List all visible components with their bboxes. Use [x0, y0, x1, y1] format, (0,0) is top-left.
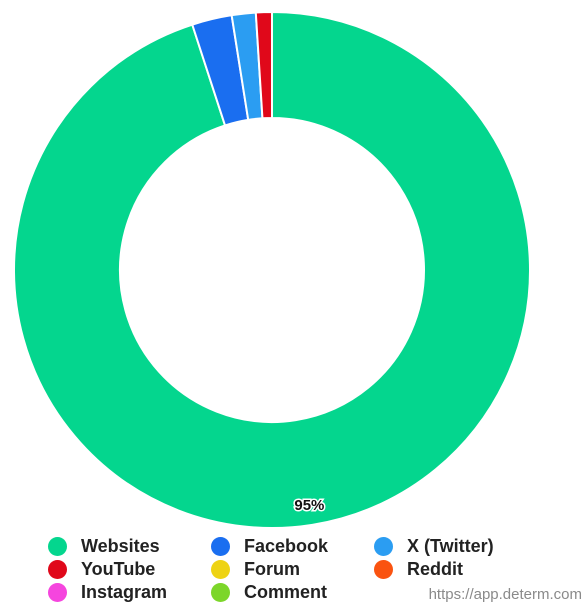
legend-item-comment[interactable]: Comment [211, 581, 327, 603]
legend-label: Facebook [244, 535, 329, 556]
legend-label: Comment [244, 581, 328, 602]
legend-item-youtube[interactable]: YouTube [48, 558, 155, 580]
legend-dot [48, 559, 67, 579]
legend: Websites Facebook X (Twitter) YouTube Fo… [0, 533, 586, 605]
legend-item-facebook[interactable]: Facebook [211, 535, 328, 557]
legend-dot [48, 582, 67, 602]
slice-labels: 95% [293, 496, 326, 516]
slice-websites[interactable] [13, 10, 531, 529]
legend-label: Websites [81, 535, 160, 556]
source-link[interactable]: https://app.determ.com [428, 586, 582, 603]
legend-item-x-twitter[interactable]: X (Twitter) [374, 535, 494, 557]
donut-slices [13, 10, 531, 529]
legend-label: YouTube [81, 558, 156, 579]
donut-chart: 95% [13, 10, 531, 529]
legend-item-reddit[interactable]: Reddit [374, 558, 463, 580]
legend-dot [48, 536, 67, 556]
legend-dot [211, 536, 230, 556]
legend-label: Instagram [81, 581, 168, 602]
legend-dot [211, 559, 230, 579]
legend-item-websites[interactable]: Websites [48, 535, 160, 557]
legend-label: X (Twitter) [407, 535, 494, 556]
legend-dot [374, 559, 393, 579]
legend-item-forum[interactable]: Forum [211, 558, 300, 580]
slice-youtube[interactable] [254, 10, 273, 120]
legend-label: Forum [244, 558, 300, 579]
legend-label: Reddit [407, 558, 463, 579]
data-label: 95% [294, 497, 324, 514]
legend-dot [374, 536, 393, 556]
legend-dot [211, 582, 230, 602]
legend-item-instagram[interactable]: Instagram [48, 581, 167, 603]
